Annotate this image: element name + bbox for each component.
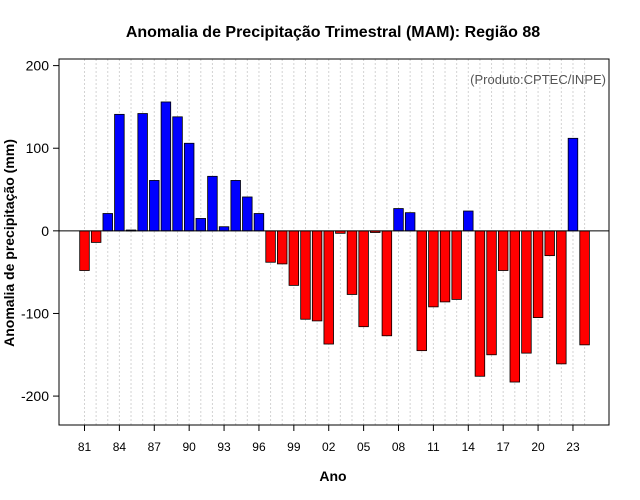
bar-2021 [544, 230, 555, 257]
bar-1990 [183, 142, 195, 232]
bar-1983 [102, 213, 113, 232]
y-tick-label: -100 [21, 305, 49, 321]
bar-1998 [277, 230, 288, 265]
bar-2022 [556, 230, 567, 365]
x-tick-label: 99 [287, 440, 301, 454]
bar-2013 [451, 230, 462, 300]
x-tick-label: 05 [357, 440, 371, 454]
x-tick-label: 96 [252, 440, 266, 454]
x-axis: 81 84 87 90 93 96 99 02 05 08 11 14 17 20 23 [78, 425, 580, 454]
x-tick-label: 93 [217, 440, 231, 454]
bar-2000 [300, 230, 311, 320]
x-tick-label: 23 [566, 440, 580, 454]
plot-frame [58, 58, 610, 426]
y-tick-label: -200 [21, 388, 49, 404]
chart-credit: (Produto:CPTEC/INPE) [470, 72, 606, 87]
y-axis: -200 -100 0 100 200 [21, 58, 59, 404]
x-tick-label: 20 [531, 440, 545, 454]
bar-2023 [567, 137, 579, 232]
bar-2019 [521, 230, 532, 354]
x-axis-label: Ano [319, 468, 346, 484]
bar-2017 [497, 230, 509, 271]
bar-2020 [532, 230, 544, 319]
bar-1988 [160, 101, 172, 232]
y-tick-label: 0 [41, 223, 49, 239]
bar-1993 [218, 226, 230, 232]
bar-2009 [404, 212, 416, 232]
bar-2004 [346, 230, 358, 295]
bar-1999 [288, 230, 300, 286]
x-tick-label: 84 [113, 440, 127, 454]
x-tick-label: 81 [78, 440, 92, 454]
x-tick-label: 14 [462, 440, 476, 454]
y-tick-label: 200 [26, 58, 50, 74]
x-tick-label: 08 [392, 440, 406, 454]
x-tick-label: 87 [148, 440, 162, 454]
bar-1991 [195, 218, 207, 232]
bar-2012 [439, 230, 451, 303]
y-tick-label: 100 [26, 140, 50, 156]
bar-1986 [137, 113, 148, 232]
x-tick-label: 90 [182, 440, 196, 454]
bar-2015 [474, 230, 486, 377]
bar-1982 [90, 230, 102, 243]
bar-1989 [172, 116, 183, 232]
bar-2002 [323, 230, 334, 345]
bar-1995 [242, 196, 253, 232]
bar-1992 [207, 175, 218, 232]
bar-2007 [381, 230, 393, 337]
chart-title: Anomalia de Precipitação Trimestral (MAM… [126, 24, 540, 41]
bar-2001 [311, 230, 323, 322]
bar-2018 [509, 230, 521, 383]
bar-1994 [230, 180, 241, 232]
bar-1984 [114, 113, 125, 232]
bar-2010 [416, 230, 427, 352]
bar-1987 [149, 180, 160, 232]
bar-2024 [579, 230, 590, 346]
bar-2016 [486, 230, 497, 356]
bar-1981 [79, 230, 90, 271]
bar-2014 [463, 210, 474, 232]
bar-2005 [358, 230, 369, 328]
bar-1997 [265, 230, 276, 263]
bar-2011 [428, 230, 439, 308]
y-axis-label: Anomalia de precipitação (mm) [1, 139, 17, 347]
bar-1996 [253, 213, 265, 232]
x-tick-label: 11 [427, 440, 440, 454]
bars [79, 101, 590, 383]
bar-2008 [393, 208, 404, 232]
x-tick-label: 02 [322, 440, 336, 454]
x-tick-label: 17 [497, 440, 511, 454]
